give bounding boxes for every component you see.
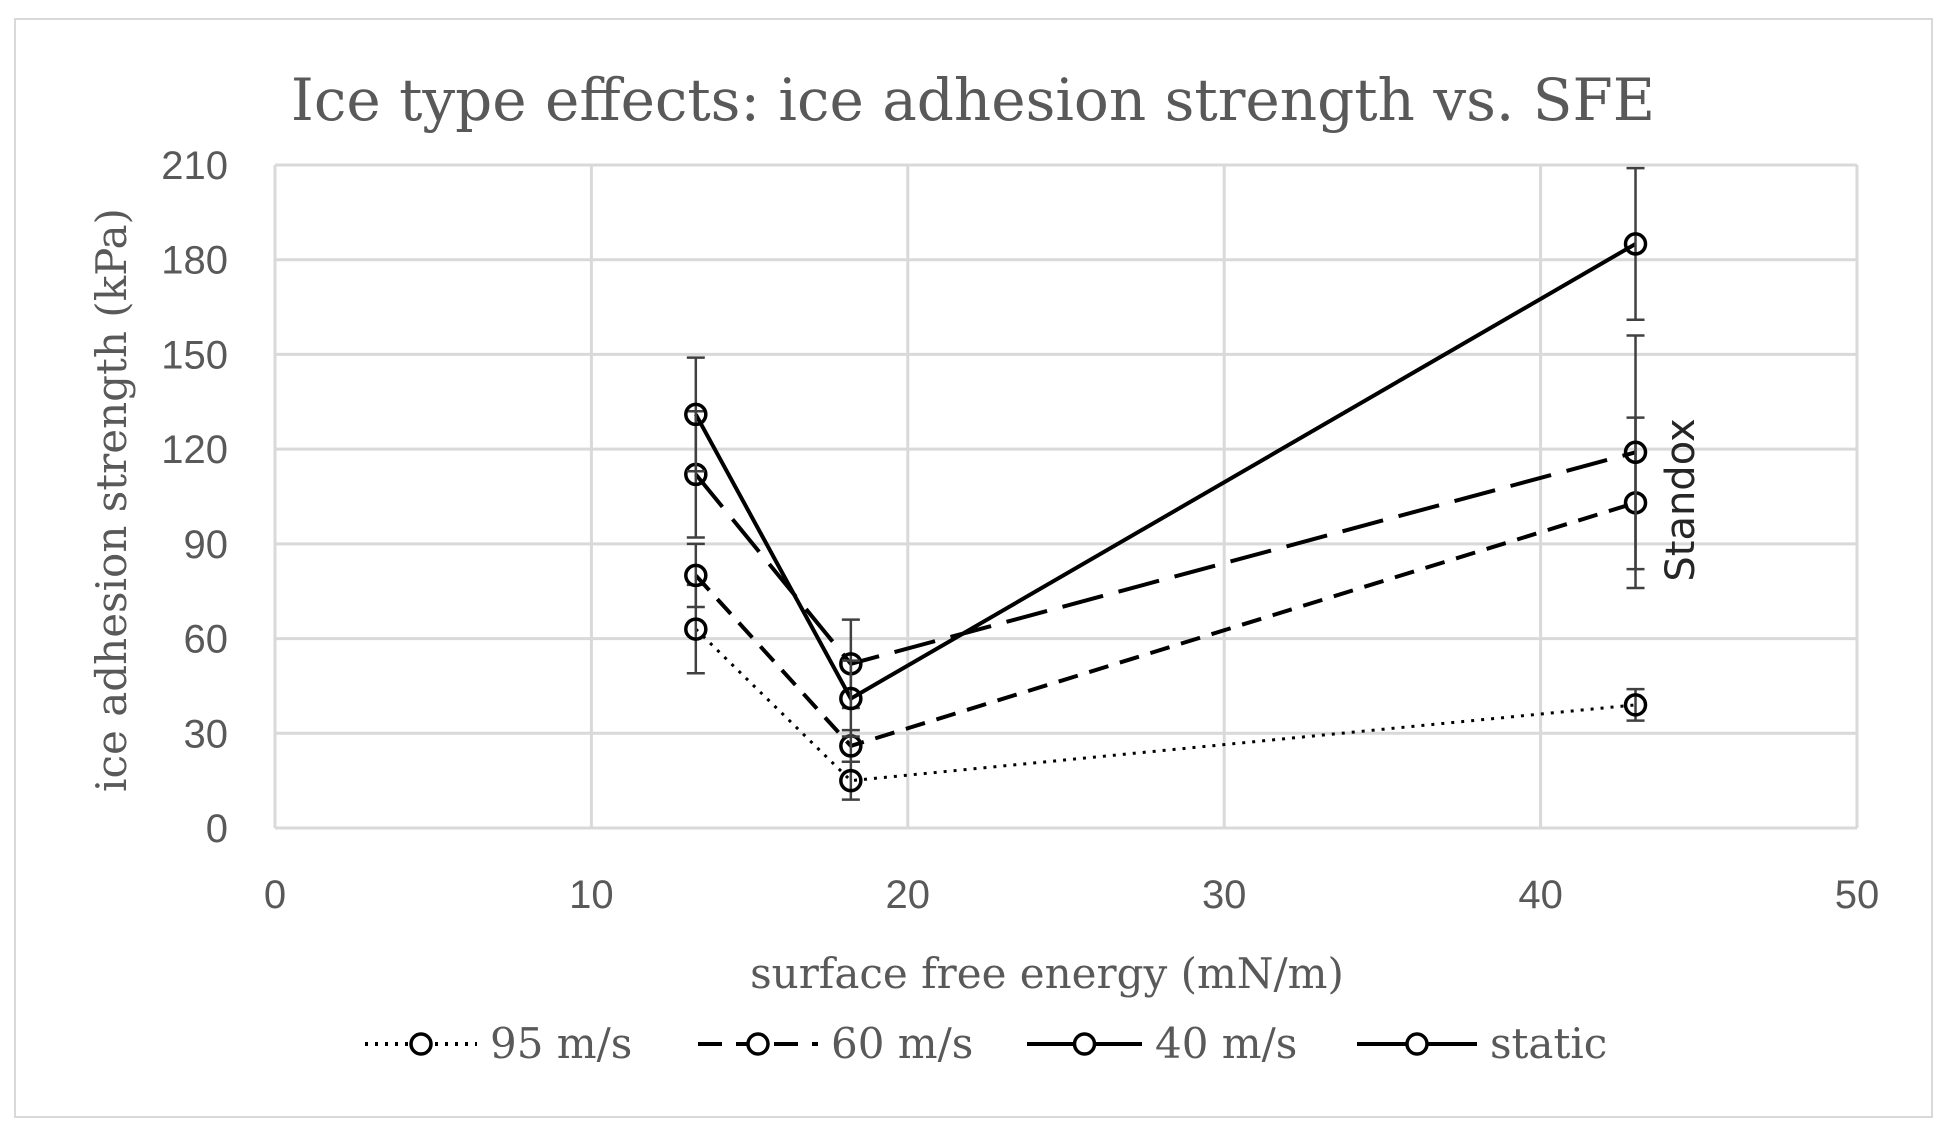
data-point (1623, 232, 1648, 256)
legend-marker (746, 1032, 770, 1056)
data-point (684, 402, 708, 427)
data-point (839, 686, 863, 711)
legend-item: static (1357, 1019, 1607, 1068)
legend-label: 95 m/s (490, 1019, 632, 1068)
series-line (694, 242, 1637, 702)
x-tick-label: 0 (264, 873, 286, 917)
series-1 (684, 416, 1648, 763)
legend-label: 60 m/s (831, 1019, 973, 1068)
legend-item: 95 m/s (365, 1019, 632, 1068)
legend-label: 40 m/s (1155, 1019, 1297, 1068)
annotation-standox: Standox (1658, 418, 1704, 581)
series-layer (684, 166, 1648, 801)
legend-item: 40 m/s (1027, 1019, 1297, 1068)
data-point (684, 617, 708, 641)
x-axis-title: surface free energy (mN/m) (750, 949, 1344, 998)
data-point (1623, 440, 1648, 465)
series-0 (684, 583, 1648, 801)
legend-marker (1405, 1032, 1429, 1056)
legend-marker (1072, 1032, 1097, 1056)
y-tick-label: 150 (161, 333, 228, 377)
legend-marker (409, 1032, 433, 1056)
y-tick-label: 0 (206, 807, 228, 851)
legend-label: static (1490, 1019, 1607, 1068)
series-line (694, 500, 1637, 749)
data-point (684, 563, 708, 588)
y-tick-label: 30 (184, 712, 229, 756)
data-point (1623, 693, 1648, 717)
chart-title: Ice type effects: ice adhesion strength … (291, 66, 1655, 134)
chart-frame (14, 18, 1933, 1118)
x-tick-label: 40 (1518, 873, 1563, 917)
x-tick-label: 20 (886, 873, 931, 917)
x-tick-label: 50 (1835, 873, 1880, 917)
series-3 (684, 166, 1648, 738)
y-axis-title: ice adhesion strength (kPa) (87, 208, 136, 792)
x-tick-label: 10 (569, 873, 614, 917)
legend: 95 m/s 60 m/s 40 m/s static (365, 1019, 1607, 1068)
y-tick-label: 180 (161, 239, 228, 283)
y-tick-label: 60 (184, 618, 229, 662)
series-line (694, 628, 1636, 783)
x-tick-label: 30 (1202, 873, 1247, 917)
y-tick-label: 120 (161, 428, 228, 472)
data-point (839, 768, 863, 793)
legend-item: 60 m/s (698, 1019, 973, 1068)
y-tick-label: 210 (161, 144, 228, 188)
tick-labels: 0 30 60 90 120 150 180 210 0 10 20 30 40 50 (161, 144, 1879, 917)
y-tick-label: 90 (184, 523, 229, 567)
grid (273, 163, 1859, 830)
series-2 (684, 334, 1648, 710)
series-line (694, 450, 1637, 667)
